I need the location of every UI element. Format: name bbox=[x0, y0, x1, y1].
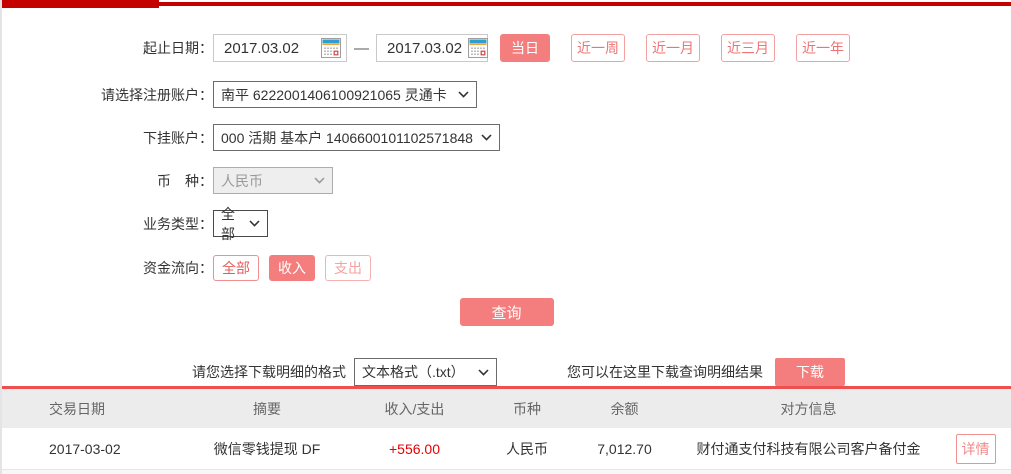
header-counterparty: 对方信息 bbox=[780, 400, 837, 417]
query-row: 查询 bbox=[2, 298, 1011, 326]
chevron-down-icon bbox=[314, 177, 325, 184]
download-button[interactable]: 下载 bbox=[775, 358, 845, 386]
calendar-icon[interactable] bbox=[321, 38, 341, 58]
quick-range-year-button[interactable]: 近一年 bbox=[796, 34, 850, 62]
start-date-value: 2017.03.02 bbox=[224, 39, 300, 57]
currency-row: 币 种： 人民币 bbox=[2, 167, 1011, 194]
download-format-label: 请您选择下载明细的格式 bbox=[192, 364, 346, 380]
register-account-label: 请选择注册账户： bbox=[101, 86, 213, 103]
quick-range-quarter-button[interactable]: 近三月 bbox=[721, 34, 775, 62]
quick-range-week-button[interactable]: 近一周 bbox=[571, 34, 625, 62]
register-account-select[interactable]: 南平 6222001406100921065 灵通卡 bbox=[213, 81, 477, 108]
chevron-down-icon bbox=[481, 134, 492, 141]
download-format-select[interactable]: 文本格式（.txt） bbox=[354, 358, 497, 386]
table-row: 2017-03-02 微信零钱提现 DF +556.00 人民币 7,012.7… bbox=[2, 428, 1011, 470]
fund-flow-income-button[interactable]: 收入 bbox=[269, 255, 315, 281]
end-date-input[interactable]: 2017.03.02 bbox=[376, 34, 489, 62]
cell-balance: 7,012.70 bbox=[597, 440, 652, 457]
chevron-down-icon bbox=[478, 368, 489, 376]
fund-flow-expense-button[interactable]: 支出 bbox=[325, 255, 371, 281]
page-bottom-strip bbox=[2, 470, 1011, 474]
register-account-row: 请选择注册账户： 南平 6222001406100921065 灵通卡 bbox=[2, 81, 1011, 108]
business-type-value: 全部 bbox=[221, 205, 235, 242]
currency-select: 人民币 bbox=[213, 167, 333, 194]
sub-account-select[interactable]: 000 活期 基本户 1406600101102571848 bbox=[213, 124, 500, 151]
query-button[interactable]: 查询 bbox=[459, 298, 554, 326]
quick-range-month-button[interactable]: 近一月 bbox=[646, 34, 700, 62]
quick-range-today-button[interactable]: 当日 bbox=[500, 34, 550, 62]
date-range-label: 起止日期： bbox=[143, 40, 213, 56]
date-range-row: 起止日期： 2017.03.02 — 2017.03.02 bbox=[2, 34, 1011, 62]
chevron-down-icon bbox=[249, 220, 260, 227]
top-accent-block bbox=[2, 0, 159, 8]
register-account-value: 南平 6222001406100921065 灵通卡 bbox=[221, 86, 447, 103]
detail-button[interactable]: 详情 bbox=[955, 433, 996, 464]
table-header: 交易日期 摘要 收入/支出 币种 余额 对方信息 bbox=[2, 389, 1011, 428]
business-type-row: 业务类型： 全部 bbox=[2, 206, 1011, 242]
top-accent-bar bbox=[2, 0, 1011, 8]
header-balance: 余额 bbox=[610, 400, 639, 417]
fund-flow-label: 资金流向： bbox=[143, 260, 213, 276]
cell-actions: 详情 bbox=[940, 433, 1011, 464]
fund-flow-all-button[interactable]: 全部 bbox=[213, 255, 259, 281]
end-date-value: 2017.03.02 bbox=[387, 39, 463, 57]
header-summary: 摘要 bbox=[253, 400, 281, 417]
date-separator: — bbox=[354, 39, 369, 57]
currency-value: 人民币 bbox=[221, 172, 263, 189]
calendar-icon[interactable] bbox=[468, 38, 489, 58]
cell-currency: 人民币 bbox=[506, 440, 548, 457]
cell-counterparty: 财付通支付科技有限公司客户备付金 bbox=[696, 440, 921, 457]
header-date: 交易日期 bbox=[49, 400, 105, 417]
results-table: 交易日期 摘要 收入/支出 币种 余额 对方信息 2017-03-02 微信零钱… bbox=[2, 386, 1011, 474]
download-format-value: 文本格式（.txt） bbox=[362, 364, 465, 380]
sub-account-value: 000 活期 基本户 1406600101102571848 bbox=[221, 129, 473, 146]
start-date-input[interactable]: 2017.03.02 bbox=[213, 34, 347, 62]
header-amount: 收入/支出 bbox=[384, 400, 445, 417]
business-type-select[interactable]: 全部 bbox=[213, 206, 268, 242]
sub-account-label: 下挂账户： bbox=[143, 129, 213, 146]
sub-account-row: 下挂账户： 000 活期 基本户 1406600101102571848 bbox=[2, 124, 1011, 151]
business-type-label: 业务类型： bbox=[143, 215, 213, 232]
download-hint: 您可以在这里下载查询明细结果 bbox=[567, 364, 763, 380]
chevron-down-icon bbox=[458, 91, 469, 98]
fund-flow-row: 资金流向： 全部 收入 支出 bbox=[2, 255, 1011, 281]
download-row: 请您选择下载明细的格式 文本格式（.txt） 您可以在这里下载查询明细结果 下载 bbox=[2, 358, 1011, 386]
cell-date: 2017-03-02 bbox=[49, 440, 121, 457]
header-currency: 币种 bbox=[513, 400, 541, 417]
cell-summary: 微信零钱提现 DF bbox=[213, 440, 321, 457]
currency-label: 币 种： bbox=[157, 172, 213, 189]
cell-amount: +556.00 bbox=[389, 440, 440, 457]
top-accent-line bbox=[2, 2, 1011, 6]
